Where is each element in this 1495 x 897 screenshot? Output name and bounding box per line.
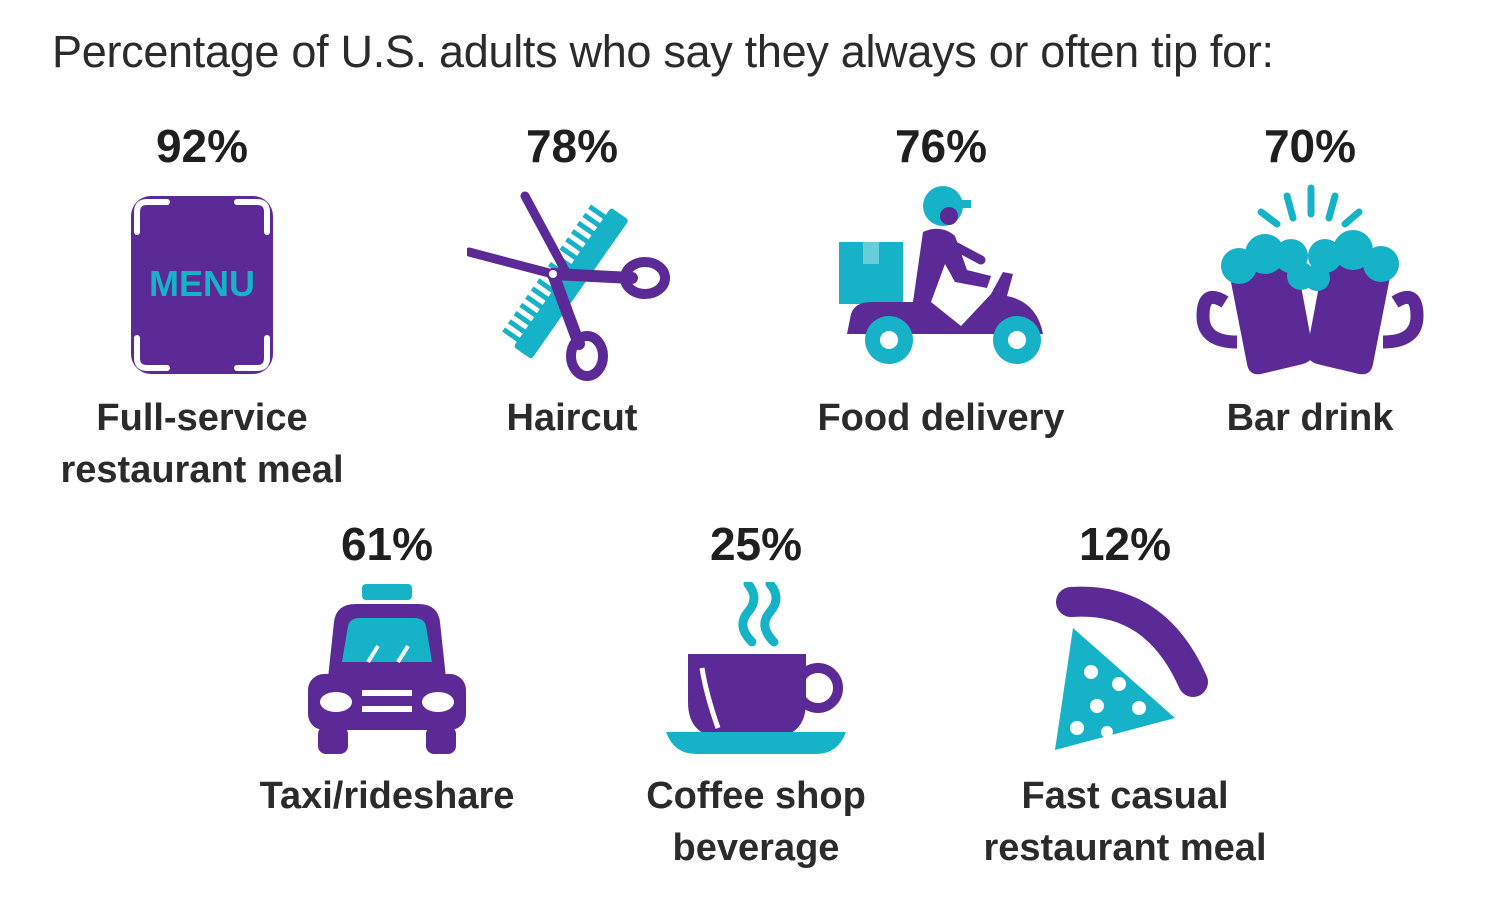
beer-mugs-icon [1196, 184, 1424, 375]
tip-item-taxi: 61% Taxi/rideshare [207, 516, 567, 822]
coffee-cup-icon [666, 582, 846, 754]
pizza-slice-icon [1055, 586, 1208, 750]
menu-text: MENU [149, 263, 255, 304]
percent-label: 78% [525, 120, 619, 172]
category-label: Coffee shop beverage [646, 775, 866, 869]
menu-icon: MENU [131, 196, 273, 374]
category-label: Full-service restaurant meal [60, 397, 344, 491]
percent-label: 92% [155, 120, 249, 172]
taxi-icon [308, 584, 466, 754]
chart-title: Percentage of U.S. adults who say they a… [52, 26, 1274, 77]
category-label: Bar drink [1226, 397, 1394, 439]
tip-item-food-delivery: 76% Food delivery [761, 118, 1121, 444]
category-label: Food delivery [817, 397, 1065, 439]
category-label: Taxi/rideshare [259, 775, 515, 817]
tip-item-coffee: 25% Coffee shop beverage [576, 516, 936, 874]
tip-item-fast-casual: 12% Fast casual restaurant meal [945, 516, 1305, 874]
percent-label: 76% [894, 120, 988, 172]
tip-item-full-service: 92% MENU Full-service restaurant meal [22, 118, 382, 496]
scissors-comb-icon [467, 191, 670, 381]
percent-label: 12% [1078, 518, 1172, 570]
tip-item-bar-drink: 70% Bar drink [1130, 118, 1490, 444]
percent-label: 25% [709, 518, 803, 570]
tip-item-haircut: 78% Haircut [392, 118, 752, 444]
category-label: Fast casual restaurant meal [983, 775, 1267, 869]
delivery-scooter-icon [839, 186, 1043, 364]
percent-label: 70% [1263, 120, 1357, 172]
percent-label: 61% [340, 518, 434, 570]
category-label: Haircut [506, 397, 638, 439]
